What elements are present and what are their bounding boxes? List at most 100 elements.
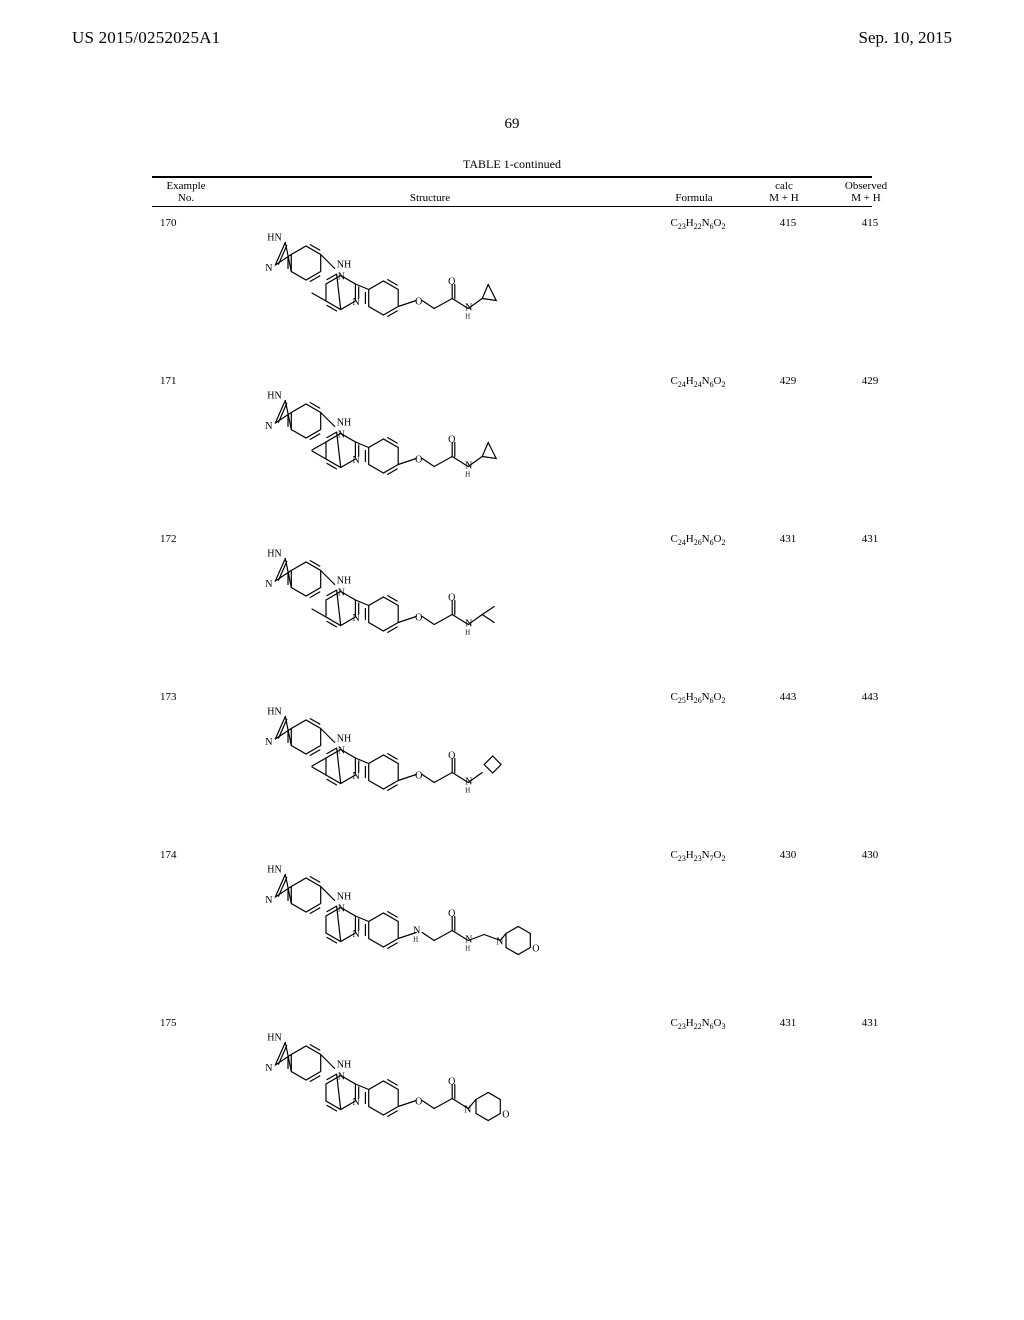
svg-text:N: N xyxy=(265,1063,272,1074)
svg-text:N: N xyxy=(352,929,359,940)
svg-text:N: N xyxy=(338,272,345,283)
observed-mh: 430 xyxy=(824,839,916,1007)
svg-text:H: H xyxy=(465,787,470,795)
svg-text:O: O xyxy=(415,297,422,308)
svg-text:O: O xyxy=(448,909,455,920)
structure-cell: HNNNHNNNHONHNO xyxy=(224,839,644,1007)
svg-text:N: N xyxy=(464,1105,471,1116)
col-calc-l1: calc xyxy=(775,180,793,192)
structure-cell: HNNNHNNOONH xyxy=(224,523,644,681)
observed-mh: 429 xyxy=(824,365,916,523)
svg-text:HN: HN xyxy=(267,707,281,718)
svg-text:HN: HN xyxy=(267,1033,281,1044)
table-row: 173HNNNHNNOONHC25H26N6O2443443 xyxy=(152,681,916,839)
svg-text:H: H xyxy=(465,471,470,479)
svg-text:NH: NH xyxy=(337,576,351,587)
table-1-continued: TABLE 1-continued Example No. Structure … xyxy=(152,157,872,1165)
svg-text:N: N xyxy=(352,771,359,782)
structure-cell: HNNNHNNOONH xyxy=(224,207,644,365)
table-row: 170HNNNHNNOONHC23H22N6O2415415 xyxy=(152,207,916,365)
svg-text:NH: NH xyxy=(337,734,351,745)
observed-mh: 431 xyxy=(824,523,916,681)
svg-text:HN: HN xyxy=(267,865,281,876)
calc-mh: 431 xyxy=(752,523,824,681)
svg-text:O: O xyxy=(502,1110,509,1121)
svg-text:O: O xyxy=(415,1097,422,1108)
svg-text:N: N xyxy=(265,579,272,590)
svg-text:H: H xyxy=(413,936,418,944)
col-example-no-l1: Example xyxy=(166,180,205,192)
col-structure: Structure xyxy=(220,178,640,206)
svg-text:NH: NH xyxy=(337,418,351,429)
table-row: 175HNNNHNNOONOC23H22N6O3431431 xyxy=(152,1007,916,1165)
formula: C23H23N7O2 xyxy=(644,839,752,1007)
svg-text:HN: HN xyxy=(267,391,281,402)
example-no: 172 xyxy=(152,523,224,681)
svg-text:NH: NH xyxy=(337,1060,351,1071)
svg-text:HN: HN xyxy=(267,233,281,244)
svg-text:HN: HN xyxy=(267,549,281,560)
svg-text:N: N xyxy=(338,746,345,757)
svg-text:O: O xyxy=(448,1077,455,1088)
svg-text:H: H xyxy=(465,945,470,953)
example-no: 173 xyxy=(152,681,224,839)
svg-text:N: N xyxy=(265,263,272,274)
svg-text:O: O xyxy=(448,751,455,762)
svg-text:O: O xyxy=(415,771,422,782)
svg-text:N: N xyxy=(265,421,272,432)
formula: C24H26N6O2 xyxy=(644,523,752,681)
calc-mh: 430 xyxy=(752,839,824,1007)
example-no: 174 xyxy=(152,839,224,1007)
svg-text:N: N xyxy=(352,1097,359,1108)
col-example-no-l2: No. xyxy=(178,192,194,204)
col-obs-l1: Observed xyxy=(845,180,887,192)
svg-text:N: N xyxy=(265,737,272,748)
example-no: 170 xyxy=(152,207,224,365)
formula: C23H22N6O3 xyxy=(644,1007,752,1165)
table-header: Example No. Structure Formula calc M + H… xyxy=(152,178,912,206)
svg-text:N: N xyxy=(338,1072,345,1083)
table-body: 170HNNNHNNOONHC23H22N6O2415415171HNNNHNN… xyxy=(152,207,916,1165)
svg-text:O: O xyxy=(448,277,455,288)
svg-text:N: N xyxy=(338,904,345,915)
table-caption: TABLE 1-continued xyxy=(152,157,872,172)
table-row: 171HNNNHNNOONHC24H24N6O2429429 xyxy=(152,365,916,523)
calc-mh: 415 xyxy=(752,207,824,365)
calc-mh: 443 xyxy=(752,681,824,839)
structure-cell: HNNNHNNOONH xyxy=(224,365,644,523)
formula: C25H26N6O2 xyxy=(644,681,752,839)
calc-mh: 431 xyxy=(752,1007,824,1165)
svg-text:H: H xyxy=(465,629,470,637)
svg-text:N: N xyxy=(338,430,345,441)
svg-text:N: N xyxy=(352,613,359,624)
svg-text:NH: NH xyxy=(337,260,351,271)
table-row: 174HNNNHNNNHONHNOC23H23N7O2430430 xyxy=(152,839,916,1007)
table-row: 172HNNNHNNOONHC24H26N6O2431431 xyxy=(152,523,916,681)
svg-text:H: H xyxy=(465,313,470,321)
svg-text:O: O xyxy=(415,455,422,466)
observed-mh: 415 xyxy=(824,207,916,365)
page-number: 69 xyxy=(0,116,1024,133)
svg-text:N: N xyxy=(496,937,503,948)
structure-cell: HNNNHNNOONH xyxy=(224,681,644,839)
svg-text:O: O xyxy=(415,613,422,624)
col-formula: Formula xyxy=(640,178,748,206)
svg-text:O: O xyxy=(532,944,539,955)
col-calc-l2: M + H xyxy=(769,192,798,204)
formula: C23H22N6O2 xyxy=(644,207,752,365)
svg-text:N: N xyxy=(352,297,359,308)
formula: C24H24N6O2 xyxy=(644,365,752,523)
page-header: US 2015/0252025A1 Sep. 10, 2015 xyxy=(0,0,1024,88)
calc-mh: 429 xyxy=(752,365,824,523)
publication-date: Sep. 10, 2015 xyxy=(859,28,953,48)
example-no: 171 xyxy=(152,365,224,523)
svg-text:O: O xyxy=(448,593,455,604)
structure-cell: HNNNHNNOONO xyxy=(224,1007,644,1165)
observed-mh: 431 xyxy=(824,1007,916,1165)
svg-text:O: O xyxy=(448,435,455,446)
svg-text:NH: NH xyxy=(337,892,351,903)
svg-text:N: N xyxy=(352,455,359,466)
publication-number: US 2015/0252025A1 xyxy=(72,28,220,48)
col-obs-l2: M + H xyxy=(851,192,880,204)
observed-mh: 443 xyxy=(824,681,916,839)
